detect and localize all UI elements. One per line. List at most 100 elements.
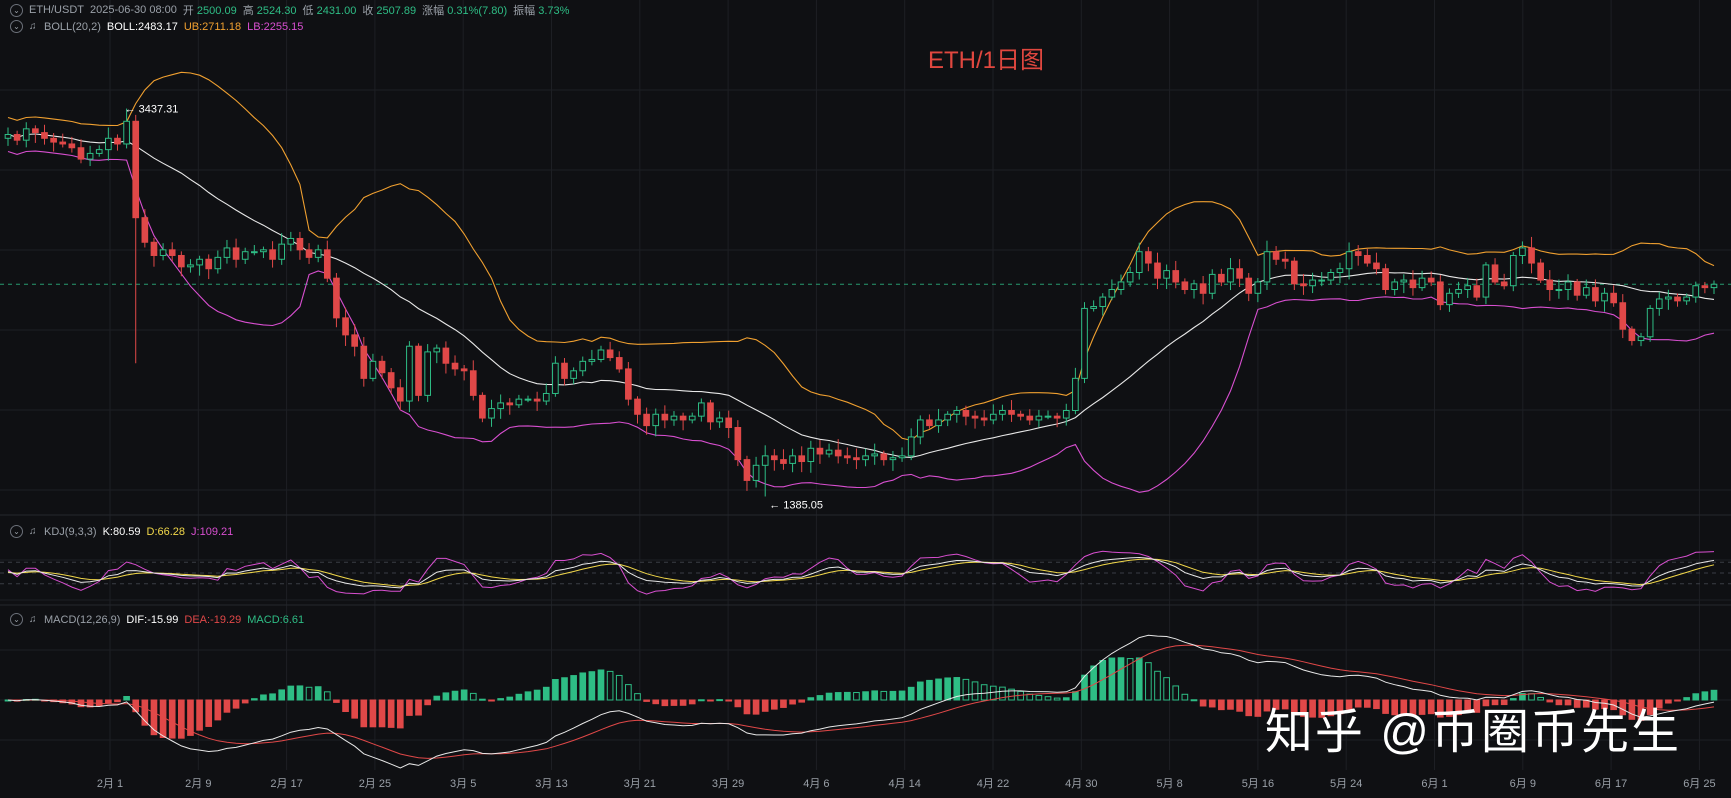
macd-histogram-bar: [387, 699, 395, 728]
macd-histogram-bar: [1592, 699, 1599, 710]
candle-body: [460, 368, 468, 372]
candle-body: [1546, 279, 1554, 291]
candle-body: [1592, 287, 1599, 302]
macd-name: MACD(12,26,9): [44, 613, 121, 626]
candle-body: [1172, 270, 1180, 283]
candle-body: [1373, 262, 1380, 270]
candle-body: [223, 247, 231, 258]
macd-histogram-bar: [1190, 699, 1198, 702]
candle-body: [105, 137, 112, 151]
macd-histogram-bar: [1436, 699, 1444, 718]
macd-histogram-bar: [999, 686, 1006, 701]
candle-body: [451, 362, 459, 370]
macd-histogram-bar: [780, 699, 787, 708]
macd-histogram-bar: [1053, 697, 1061, 701]
candle-body: [1564, 281, 1572, 291]
macd-histogram-bar: [1674, 699, 1681, 702]
candle-body: [1062, 409, 1070, 419]
macd-histogram-bar: [1628, 699, 1636, 720]
macd-histogram-bar: [1181, 693, 1189, 701]
macd-histogram-bar: [1154, 670, 1161, 701]
candle-body: [351, 334, 359, 347]
macd-histogram-bar: [670, 699, 678, 706]
bell-icon[interactable]: ♫: [29, 525, 37, 537]
candle-body: [41, 132, 48, 139]
macd-histogram-bar: [506, 696, 514, 701]
candle-body: [378, 360, 386, 374]
bell-icon[interactable]: ♫: [29, 20, 37, 32]
macd-histogram-bar: [1382, 699, 1389, 714]
macd-histogram-bar: [843, 691, 851, 701]
boll-name: BOLL(20,2): [44, 20, 101, 33]
macd-histogram-bar: [1272, 699, 1280, 710]
candle-body: [1318, 279, 1326, 282]
candle-body: [1637, 336, 1645, 342]
macd-histogram-bar: [634, 693, 641, 701]
macd-histogram-bar: [880, 690, 888, 701]
macd-histogram-bar: [661, 699, 669, 707]
macd-histogram-bar: [1373, 699, 1380, 710]
candle-body: [761, 455, 769, 466]
macd-histogram-bar: [1263, 699, 1271, 712]
candle-body: [1400, 279, 1408, 283]
candle-body: [232, 247, 240, 260]
x-tick-label: 3月 29: [712, 778, 744, 790]
candle-body: [488, 408, 495, 419]
chevron-down-icon[interactable]: ⌄: [10, 613, 23, 626]
chevron-down-icon[interactable]: ⌄: [10, 525, 23, 538]
macd-histogram-bar: [1391, 699, 1399, 716]
candle-body: [725, 417, 733, 428]
candle-body: [187, 264, 194, 268]
candle-body: [734, 427, 742, 461]
macd-histogram-bar: [223, 699, 231, 713]
macd-histogram-bar: [488, 699, 495, 702]
amplitude-label: 振幅: [513, 5, 536, 17]
macd-histogram-bar: [752, 699, 760, 715]
boll-upper-line: [7, 71, 1715, 441]
candle-body: [178, 254, 185, 268]
macd-histogram-bar: [570, 675, 577, 701]
macd-histogram-bar: [178, 699, 185, 739]
candle-body: [780, 459, 787, 464]
candle-body: [1646, 307, 1654, 338]
candle-body: [1619, 302, 1627, 330]
candle-body: [1692, 285, 1700, 298]
candle-body: [743, 459, 751, 481]
x-tick-label: 3月 5: [450, 778, 476, 790]
macd-histogram-bar: [1655, 699, 1663, 709]
chevron-down-icon[interactable]: ⌄: [10, 3, 23, 17]
bell-icon[interactable]: ♫: [29, 613, 37, 625]
candle-body: [552, 362, 559, 394]
candle-body: [442, 347, 450, 364]
candle-body: [1464, 285, 1472, 291]
ohlc-legend: ⌄ ETH/USDT 2025-06-30 08:00 开 2500.09 高 …: [10, 2, 569, 18]
candle-body: [287, 237, 295, 245]
macd-histogram-bar: [898, 690, 906, 701]
macd-histogram-bar: [1336, 699, 1344, 715]
candle-body: [1601, 292, 1608, 302]
macd-histogram-bar: [1281, 699, 1289, 710]
candle-body: [415, 345, 422, 396]
macd-histogram-bar: [1354, 699, 1362, 708]
boll-upper-value: UB:2711.18: [183, 20, 242, 33]
kdj-k-value: K:80.59: [102, 525, 141, 538]
macd-histogram-bar: [296, 685, 304, 701]
macd-histogram-bar: [241, 699, 249, 704]
candle-body: [971, 415, 979, 419]
chevron-down-icon[interactable]: ⌄: [10, 20, 23, 33]
candle-body: [22, 128, 30, 141]
macd-histogram-bar: [114, 699, 121, 703]
macd-histogram-bar: [68, 699, 76, 705]
macd-histogram-bar: [451, 690, 459, 701]
candle-body: [132, 120, 140, 219]
macd-histogram-bar: [1291, 699, 1298, 714]
candle-body: [962, 409, 970, 417]
macd-histogram-bar: [469, 692, 477, 701]
macd-histogram-bar: [1491, 699, 1499, 706]
macd-histogram-bar: [105, 699, 112, 704]
candle-body: [1135, 251, 1143, 274]
candle-body: [1081, 307, 1088, 379]
macd-histogram-bar: [625, 684, 632, 701]
candle-body: [1573, 281, 1581, 296]
macd-histogram-bar: [524, 691, 532, 701]
